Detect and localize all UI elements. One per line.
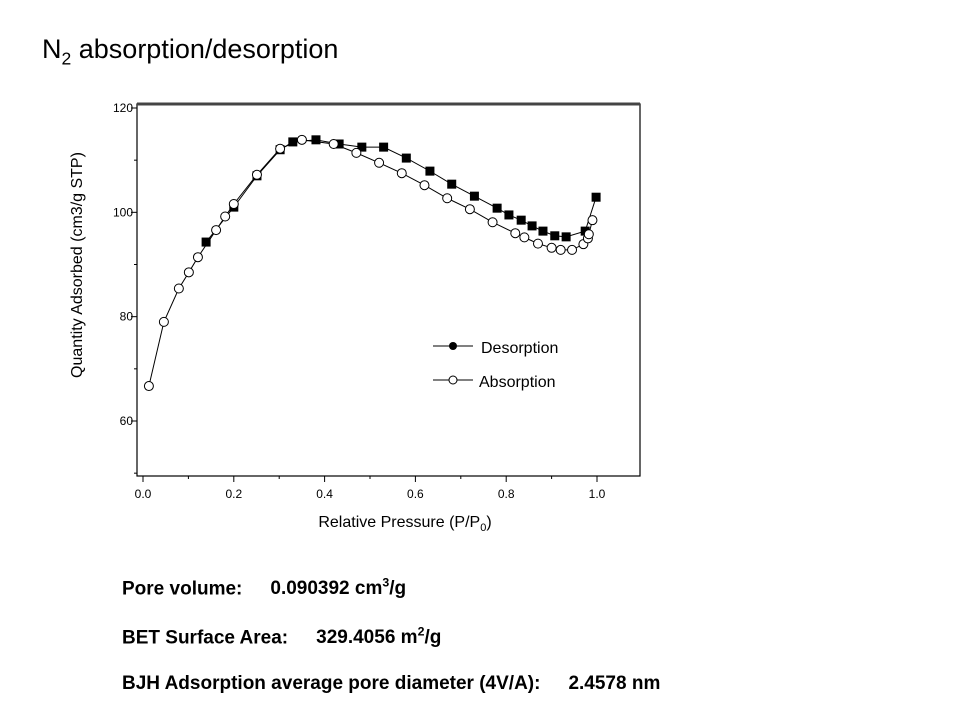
data-point	[419, 180, 430, 191]
x-axis-label: Relative Pressure (P/P0)	[318, 514, 491, 534]
y-tick-label: 80	[120, 310, 134, 324]
data-point	[396, 168, 407, 179]
stat-value: 2.4578 nm	[568, 673, 660, 694]
title-rest: absorption/desorption	[71, 34, 339, 64]
data-point	[334, 139, 344, 149]
series-line	[205, 139, 597, 243]
data-point	[555, 244, 566, 255]
title-subscript: 2	[61, 48, 72, 69]
series-absorption	[143, 134, 598, 392]
data-point	[425, 166, 435, 176]
data-point	[510, 228, 521, 239]
data-point	[220, 211, 231, 222]
data-point	[351, 147, 362, 158]
stat-sup: 2	[417, 625, 425, 639]
data-point	[587, 215, 598, 226]
y-tick-label: 120	[113, 101, 133, 115]
stat-unit: /g	[389, 578, 407, 600]
data-point	[374, 157, 385, 168]
stat-value-text: 2.4578 nm	[568, 673, 661, 694]
y-axis-label: Quantity Adsorbed (cm3/g STP)	[69, 152, 86, 378]
x-tick-label: 0.6	[407, 487, 424, 501]
data-point	[173, 283, 184, 294]
data-point	[516, 215, 526, 225]
stat-bjh-diameter: BJH Adsorption average pore diameter (4V…	[122, 673, 660, 695]
data-point	[296, 134, 307, 145]
x-tick-label: 0.8	[498, 487, 515, 501]
data-point	[492, 203, 502, 213]
stat-label: Pore volume:	[122, 578, 243, 600]
stat-value-text: 329.4056 m	[316, 627, 418, 649]
data-point	[143, 381, 154, 392]
legend-marker	[449, 342, 457, 350]
data-point	[591, 192, 601, 202]
data-point	[469, 191, 479, 201]
data-point	[527, 221, 537, 231]
data-point	[183, 267, 194, 278]
x-tick-label: 0.2	[225, 487, 242, 501]
data-point	[275, 143, 286, 154]
stat-label: BJH Adsorption average pore diameter (4V…	[122, 673, 541, 694]
stat-pore-volume: Pore volume: 0.090392 cm3/g	[122, 576, 406, 600]
data-point	[504, 210, 514, 220]
data-point	[328, 138, 339, 149]
data-point	[538, 226, 548, 236]
data-point	[567, 244, 578, 255]
data-point	[288, 137, 298, 147]
data-point	[401, 153, 411, 163]
data-point	[211, 225, 222, 236]
legend-marker	[448, 375, 458, 385]
data-point	[519, 232, 530, 243]
data-point	[442, 193, 453, 204]
stat-bet-area: BET Surface Area: 329.4056 m2/g	[122, 625, 441, 649]
x-tick-label: 0.4	[316, 487, 333, 501]
data-point	[546, 242, 557, 253]
series-desorption	[201, 135, 601, 247]
data-point	[357, 142, 367, 152]
data-point	[192, 252, 203, 263]
x-tick-label: 1.0	[589, 487, 606, 501]
stat-label: BET Surface Area:	[122, 627, 289, 649]
data-point	[158, 316, 169, 327]
data-point	[228, 198, 239, 209]
x-tick-label: 0.0	[135, 487, 152, 501]
y-tick-label: 100	[113, 205, 133, 219]
stat-value-text: 0.090392 cm	[270, 578, 383, 600]
stat-unit: /g	[424, 627, 442, 649]
data-point	[550, 231, 560, 241]
data-point	[487, 217, 498, 228]
stat-value: 0.090392 cm3/g	[270, 576, 407, 600]
stat-value: 329.4056 m2/g	[316, 625, 442, 649]
y-tick-label: 60	[120, 414, 134, 428]
legend-label: Desorption	[481, 340, 558, 357]
stat-sup: 3	[382, 576, 390, 590]
page-title: N2 absorption/desorption	[42, 34, 338, 69]
data-point	[311, 135, 321, 145]
data-point	[379, 142, 389, 152]
data-point	[583, 229, 594, 240]
plot-frame	[136, 103, 641, 477]
data-point	[251, 169, 262, 180]
legend-label: Absorption	[479, 374, 556, 391]
data-point	[201, 237, 211, 247]
data-point	[447, 179, 457, 189]
data-point	[464, 204, 475, 215]
data-point	[532, 238, 543, 249]
title-text: N	[42, 34, 62, 64]
data-point	[561, 232, 571, 242]
